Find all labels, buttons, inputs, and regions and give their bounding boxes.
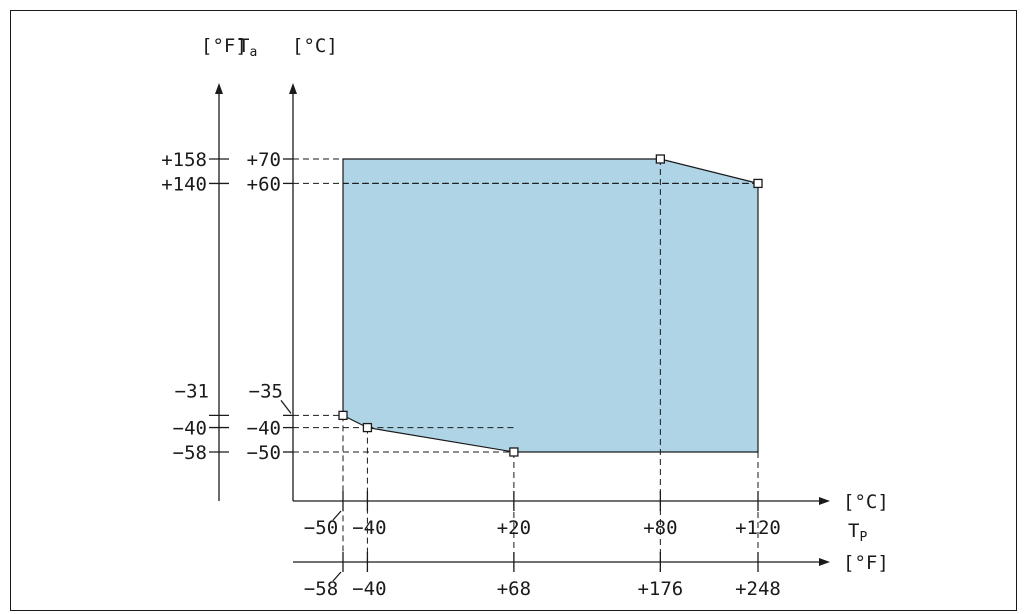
y-tick-label-c: −50: [247, 442, 281, 464]
x-leader-f: [332, 571, 342, 582]
x-tick-label-f: −40: [352, 578, 386, 600]
y-tick-label-f: −31: [175, 380, 209, 402]
y-tick-label-c: −40: [247, 418, 281, 440]
x-tick-label-f: +68: [497, 578, 531, 600]
y-axis-label-subscript: a: [249, 45, 257, 60]
vertex-marker-2: [338, 410, 348, 421]
y-tick-label-c: +60: [247, 173, 281, 195]
vertex-marker-3: [362, 422, 373, 433]
y-axis-fahrenheit-arrow: [215, 83, 223, 94]
x-axis-fahrenheit-arrow: [819, 558, 830, 566]
x-tick-label-f: +248: [735, 578, 781, 600]
x-tick-label-c: +80: [643, 517, 677, 539]
x-axis-celsius-arrow: [819, 497, 830, 505]
vertex-marker-4: [509, 447, 519, 457]
y-tick-label-f: −58: [173, 442, 207, 464]
x-axis-label-subscript: P: [859, 530, 867, 545]
vertex-marker-1: [753, 178, 763, 189]
y-tick-label-c: +70: [247, 149, 281, 171]
x-axis-label: TP: [848, 520, 867, 545]
x-tick-label-c: +120: [735, 517, 781, 539]
y-tick-label-c: −35: [249, 380, 283, 402]
x-axis-unit-c: [°C]: [843, 491, 889, 513]
y-axis-unit-c: [°C]: [292, 35, 338, 57]
y-tick-label-f: +158: [161, 149, 207, 171]
x-axis-unit-f: [°F]: [843, 552, 889, 574]
x-tick-label-f: −58: [304, 578, 338, 600]
operating-range-area: [342, 158, 759, 453]
x-tick-label-c: −50: [304, 517, 338, 539]
y-axis-celsius-arrow: [289, 83, 297, 94]
y-tick-label-f: +140: [161, 173, 207, 195]
chart-frame: [10, 10, 1017, 611]
x-tick-label-c: +20: [497, 517, 531, 539]
y-axis-unit-f: [°F]: [201, 35, 247, 57]
y-tick-label-f: −40: [173, 418, 207, 440]
y-axis-label: Ta: [238, 35, 257, 60]
x-leader-c: [332, 510, 342, 521]
x-tick-label-f: +176: [637, 578, 683, 600]
x-tick-label-c: −40: [352, 517, 386, 539]
vertex-marker-0: [655, 154, 666, 164]
y-leader-c: [280, 399, 292, 414]
